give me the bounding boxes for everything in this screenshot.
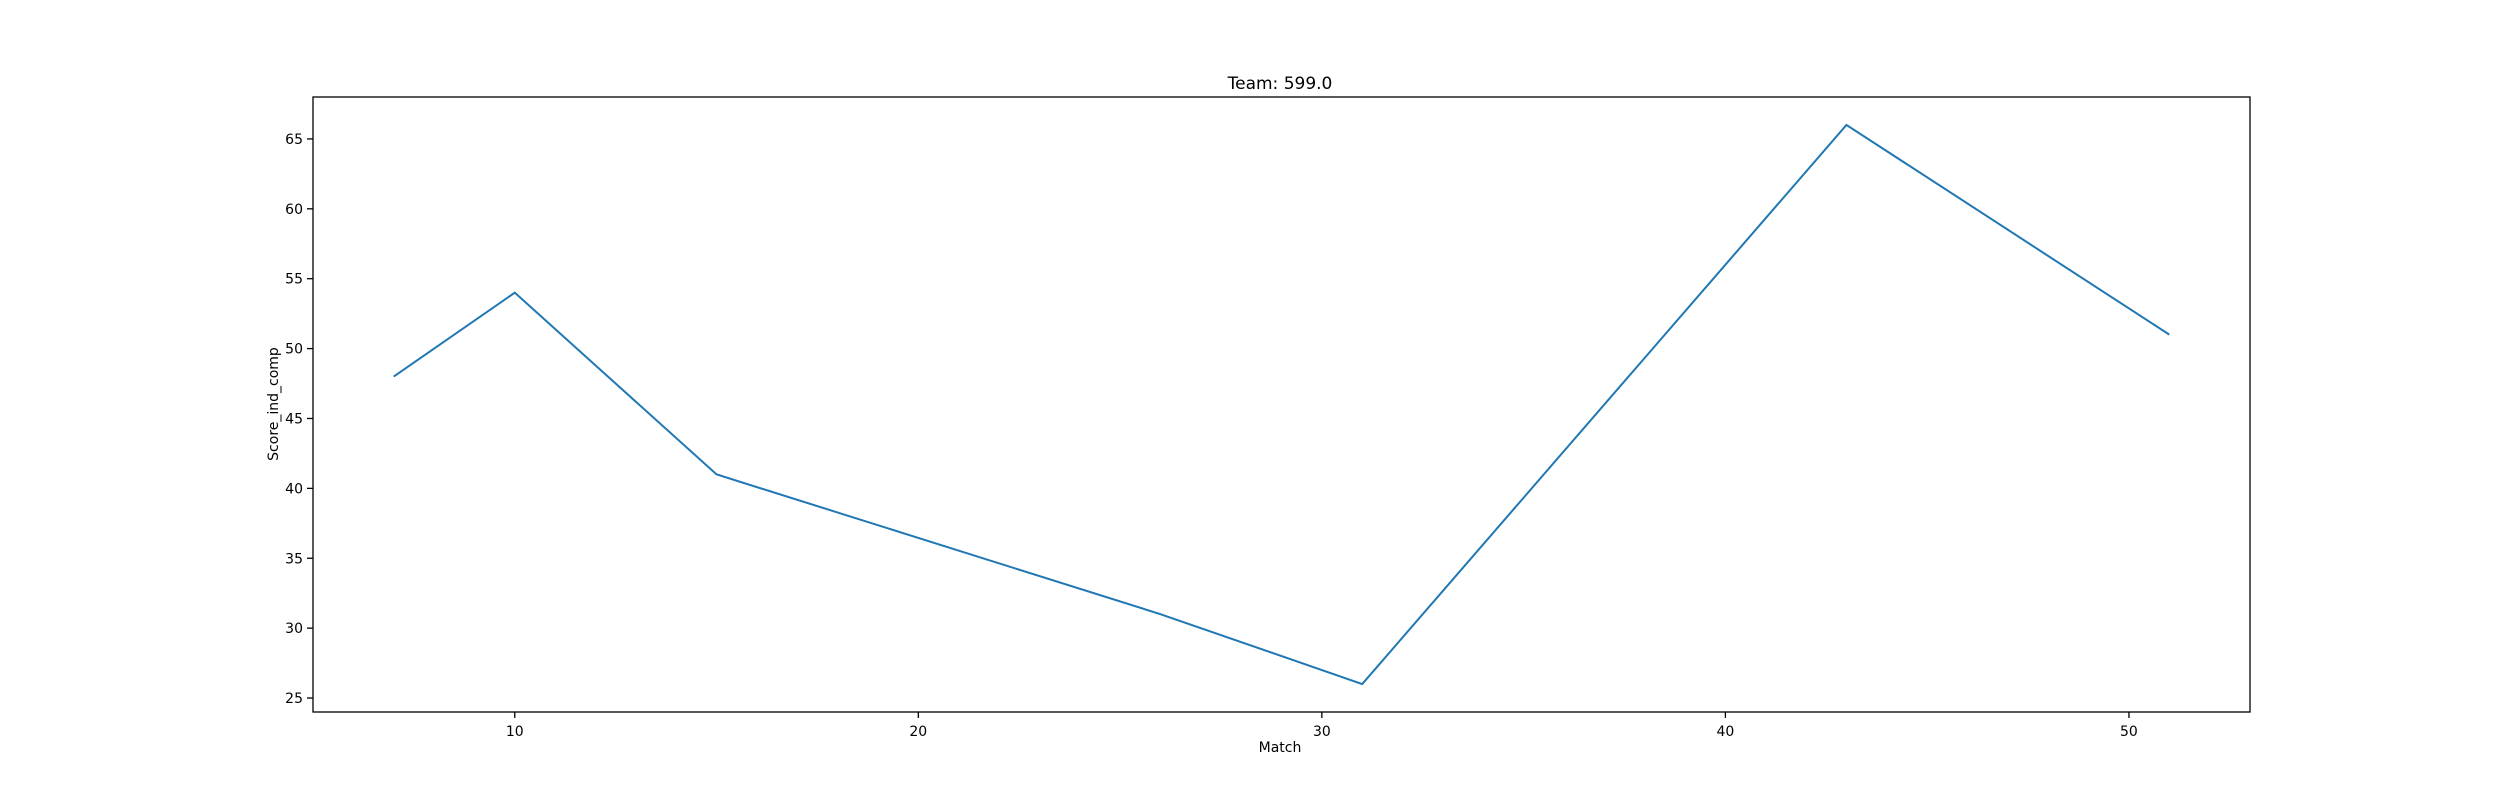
x-axis-label: Match bbox=[1259, 740, 1302, 756]
y-tick-label: 55 bbox=[285, 272, 303, 288]
data-point bbox=[1361, 683, 1363, 685]
y-tick-label: 60 bbox=[285, 202, 303, 218]
data-point bbox=[2168, 334, 2170, 336]
x-tick-label: 30 bbox=[1313, 724, 1331, 740]
x-tick-label: 50 bbox=[2120, 724, 2138, 740]
x-tick-label: 40 bbox=[1716, 724, 1734, 740]
y-axis-label: Score_ind_comp bbox=[266, 347, 282, 461]
x-tick-label: 20 bbox=[909, 724, 927, 740]
y-tick-label: 25 bbox=[285, 691, 303, 707]
axes: 10 20 30 40 50 25 30 35 40 45 50 55 60 65 bbox=[285, 96, 2251, 740]
data-point bbox=[393, 376, 395, 378]
data-point bbox=[716, 473, 718, 475]
data-point bbox=[1845, 124, 1847, 126]
series-line bbox=[393, 123, 2170, 686]
y-tick-label: 35 bbox=[285, 551, 303, 567]
data-point bbox=[1159, 613, 1161, 615]
y-tick-label: 50 bbox=[285, 342, 303, 358]
data-point bbox=[514, 292, 516, 294]
chart-title: Team: 599.0 bbox=[1227, 74, 1333, 94]
series-layer bbox=[393, 123, 2170, 686]
y-tick-label: 65 bbox=[285, 132, 303, 148]
x-tick-label: 10 bbox=[506, 724, 524, 740]
y-tick-label: 40 bbox=[285, 481, 303, 497]
y-tick-label: 30 bbox=[285, 621, 303, 637]
plot-area-frame bbox=[312, 96, 2251, 713]
y-tick-label: 45 bbox=[285, 411, 303, 427]
